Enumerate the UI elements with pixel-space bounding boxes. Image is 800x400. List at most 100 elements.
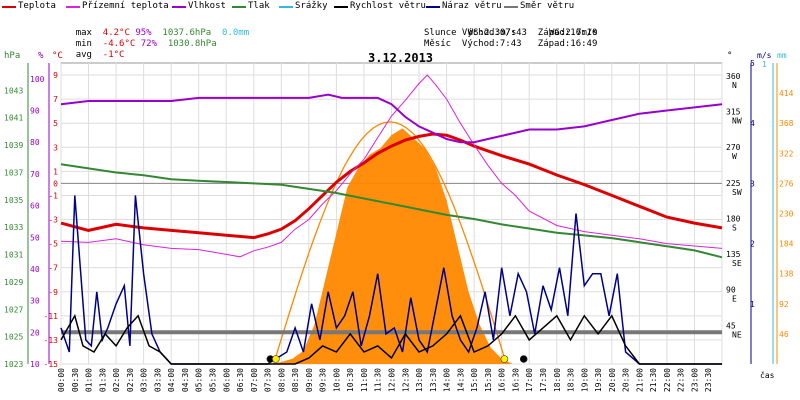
x-tick-label: 14:00 [443,368,452,392]
legend-label: Teplota [18,1,56,11]
sun-marker [500,355,509,363]
x-tick-label: 07:30 [264,368,273,392]
tick-label-temp: -3 [48,216,58,225]
x-tick-label: 21:30 [649,368,658,392]
x-tick-label: 02:00 [112,368,121,392]
legend-swatch [504,6,518,8]
tick-label-dir-cardinal: N [732,81,737,90]
stats-max-temp: 4.2°C [102,28,130,38]
legend-label: Srážky [295,1,328,11]
tick-label-hpa: 1027 [4,305,23,314]
x-tick-label: 18:00 [553,368,562,392]
series-line [60,195,722,365]
wind-speed-value: WS:2.3m/s [467,28,517,38]
x-tick-label: 06:30 [236,368,245,392]
x-tick-label: 19:30 [594,368,603,392]
x-axis-label: čas [760,370,775,380]
tick-label-dir: 90 [726,286,736,295]
x-tick-label: 00:30 [71,368,80,392]
x-tick-label: 23:30 [704,368,713,392]
x-tick-label: 22:00 [663,368,672,392]
stats-min-pressure: 1030.8hPa [167,39,217,49]
x-tick-label: 23:00 [690,368,699,392]
legend-swatch [334,6,348,8]
tick-label-radiation: 322 [779,149,794,158]
x-tick-label: 20:00 [608,368,617,392]
x-tick-label: 16:00 [498,368,507,392]
tick-label-dir: 180 [726,214,741,223]
tick-label-radiation: 230 [779,210,794,219]
tick-label-dir-cardinal: W [732,152,737,161]
tick-label-ms: 3 [750,179,755,188]
wind-gust-value: WG:2.7m/s [548,28,598,38]
tick-label-pct: 10 [30,360,40,369]
axis-unit-mm: mm [777,51,787,60]
tick-label-hpa: 1037 [4,168,23,177]
legend-swatch [426,6,440,8]
tick-label-temp: -15 [44,360,59,369]
tick-label-radiation: 276 [779,179,794,188]
x-tick-label: 04:30 [181,368,190,392]
tick-label-mm: 1 [762,60,767,69]
x-tick-label: 01:30 [98,368,107,392]
tick-label-temp: 7 [53,95,58,104]
tick-label-dir-cardinal: S [732,223,737,232]
stats-avg-label: avg [75,50,92,60]
tick-label-dir-cardinal: SE [732,259,742,268]
tick-label-pct: 80 [30,138,40,147]
tick-label-temp: -5 [48,240,58,249]
tick-label-dir: 315 [726,107,741,116]
wind-info: WS:2.3m/s WG:2.7m/s [446,17,598,50]
x-tick-label: 09:30 [319,368,328,392]
legend-swatch [66,6,80,8]
tick-label-dir: 270 [726,143,741,152]
x-tick-label: 08:00 [277,368,286,392]
x-tick-label: 05:30 [208,368,217,392]
tick-label-hpa: 1023 [4,360,23,369]
tick-label-radiation: 368 [779,119,794,128]
x-tick-label: 17:00 [525,368,534,392]
tick-label-hpa: 1039 [4,141,23,150]
x-tick-label: 12:00 [388,368,397,392]
x-tick-label: 08:30 [291,368,300,392]
tick-label-pct: 20 [30,328,40,337]
moon-times: Měsíc Východ:7:43 Západ:16:49 [424,39,598,49]
tick-label-ms: 1 [750,300,755,309]
axis-unit-ms: m/s [757,51,772,60]
x-tick-label: 00:00 [57,368,66,392]
tick-label-hpa: 1043 [4,86,23,95]
series-line [60,132,723,240]
x-tick-label: 15:00 [470,368,479,392]
axis-unit-pct: % [38,51,44,61]
stats-min-humidity: 72% [140,39,157,49]
x-tick-label: 10:00 [332,368,341,392]
legend-swatch [279,6,293,8]
tick-label-temp: 1 [53,167,58,176]
x-tick-label: 18:30 [567,368,576,392]
sun-times: Slunce Východ:07:43 Západ:16:10 [424,28,598,38]
legend-swatch [2,6,16,8]
x-tick-label: 19:00 [580,368,589,392]
x-tick-label: 01:00 [85,368,94,392]
axis-unit-dir: ° [727,51,732,61]
stats-avg: avg -1°C [54,39,125,72]
series-line [60,93,723,144]
tick-label-radiation: 138 [779,270,794,279]
tick-label-hpa: 1029 [4,278,23,287]
x-tick-label: 09:00 [305,368,314,392]
x-tick-label: 03:30 [153,368,162,392]
tick-label-ms: 5 [750,59,755,68]
x-tick-label: 13:00 [415,368,424,392]
tick-label-temp: -13 [44,336,59,345]
stats-max: max 4.2°C 95% 1037.6hPa 0.0mm [54,17,249,50]
x-tick-label: 16:30 [511,368,520,392]
tick-label-dir-cardinal: SW [732,188,742,197]
tick-label-dir: 135 [726,250,741,259]
tick-label-hpa: 1041 [4,114,23,123]
x-tick-label: 02:30 [126,368,135,392]
x-tick-label: 07:00 [250,368,259,392]
sun-marker [272,355,280,363]
tick-label-radiation: 414 [779,89,794,98]
x-tick-label: 17:30 [539,368,548,392]
series-line [60,74,723,258]
